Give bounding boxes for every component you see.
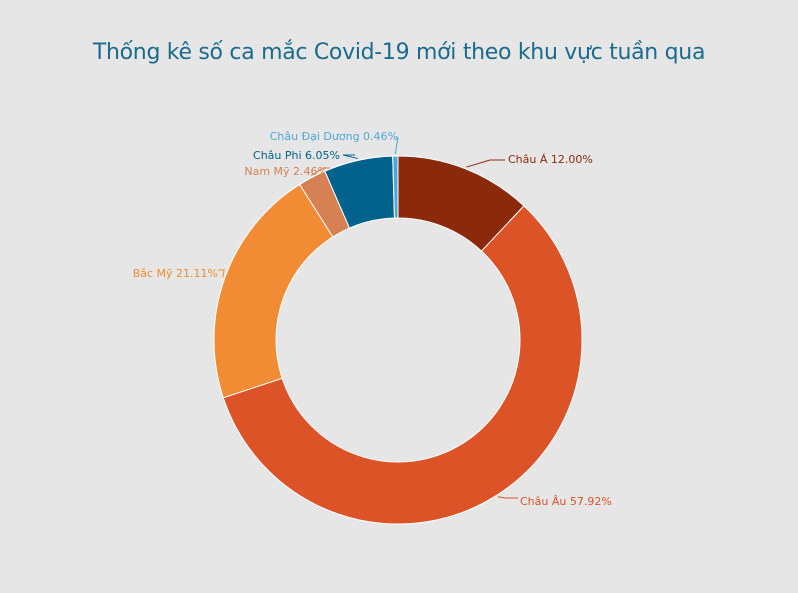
slice-label-5: Châu Đại Dương 0.46%: [270, 130, 398, 143]
leader-line-1: [497, 496, 518, 499]
leader-line-3: [310, 167, 330, 176]
leader-line-2: [218, 269, 225, 278]
slice-label-3: Nam Mỹ 2.46%: [244, 165, 328, 178]
chart-title: Thống kê số ca mắc Covid-19 mới theo khu…: [92, 40, 706, 65]
donut-slice-5[interactable]: [392, 155, 399, 219]
slice-label-2: Bắc Mỹ 21.11%: [133, 267, 218, 280]
leader-line-4: [342, 154, 358, 159]
leader-line-0: [466, 159, 505, 168]
donut-slice-1[interactable]: [222, 205, 583, 525]
slice-label-4: Châu Phi 6.05%: [253, 149, 340, 162]
slice-label-0: Châu Á 12.00%: [508, 153, 593, 166]
leader-line-5: [394, 136, 399, 155]
donut-slice-2[interactable]: [213, 183, 334, 399]
slice-label-1: Châu Âu 57.92%: [520, 495, 612, 508]
